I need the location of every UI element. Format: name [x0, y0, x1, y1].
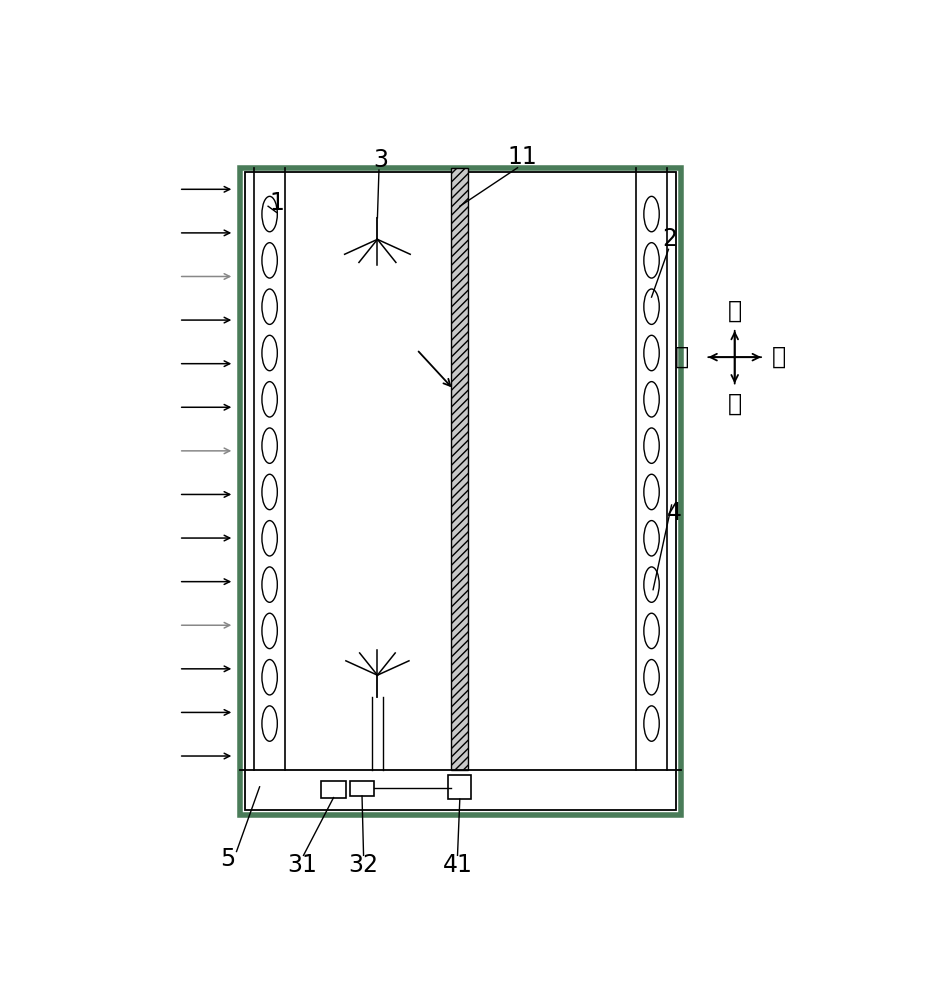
Ellipse shape	[262, 567, 277, 602]
Ellipse shape	[262, 521, 277, 556]
Bar	[240, 168, 681, 815]
Text: 41: 41	[442, 853, 472, 877]
Ellipse shape	[644, 474, 659, 510]
Text: 2: 2	[663, 227, 678, 251]
Ellipse shape	[262, 706, 277, 741]
Bar	[321, 781, 345, 798]
Bar	[245, 172, 676, 810]
Ellipse shape	[644, 706, 659, 741]
Ellipse shape	[644, 243, 659, 278]
Ellipse shape	[644, 196, 659, 232]
Text: 11: 11	[507, 145, 537, 169]
Ellipse shape	[262, 660, 277, 695]
Ellipse shape	[644, 335, 659, 371]
Text: 5: 5	[221, 847, 236, 871]
Text: 后: 后	[773, 345, 787, 369]
Ellipse shape	[262, 382, 277, 417]
Text: 下: 下	[728, 391, 742, 415]
Ellipse shape	[644, 521, 659, 556]
Text: 31: 31	[287, 853, 317, 877]
Ellipse shape	[262, 335, 277, 371]
Ellipse shape	[644, 567, 659, 602]
Text: 上: 上	[728, 299, 742, 323]
Text: 1: 1	[269, 191, 284, 215]
Ellipse shape	[644, 660, 659, 695]
Text: 32: 32	[348, 853, 379, 877]
Ellipse shape	[644, 382, 659, 417]
Text: 前: 前	[675, 345, 689, 369]
Ellipse shape	[644, 613, 659, 649]
Ellipse shape	[262, 196, 277, 232]
Ellipse shape	[262, 428, 277, 463]
Ellipse shape	[262, 613, 277, 649]
Bar	[452, 168, 468, 770]
Text: 3: 3	[373, 148, 388, 172]
Ellipse shape	[262, 474, 277, 510]
Bar	[350, 781, 373, 796]
Text: 4: 4	[668, 501, 682, 525]
Ellipse shape	[262, 289, 277, 324]
Ellipse shape	[262, 243, 277, 278]
Bar	[448, 774, 471, 799]
Ellipse shape	[644, 289, 659, 324]
Ellipse shape	[644, 428, 659, 463]
